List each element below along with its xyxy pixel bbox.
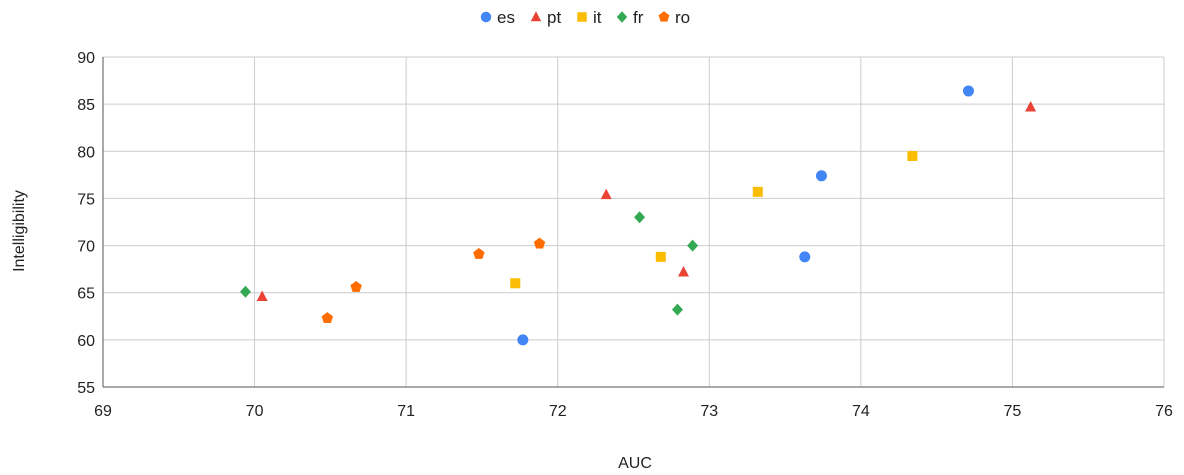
- y-tick-label: 85: [77, 97, 95, 114]
- y-tick-label: 55: [77, 380, 95, 397]
- data-point-it: [510, 278, 521, 289]
- legend-label: pt: [547, 8, 561, 27]
- data-point-es: [517, 334, 529, 346]
- chart-tick-labels: 55 60 65 70 75 80 85 90 69 70 71 72 73 74 75 76: [77, 50, 1173, 420]
- x-axis-title: AUC: [618, 455, 652, 472]
- x-tick-label: 73: [700, 403, 718, 420]
- y-axis-title: Intelligibility: [11, 190, 28, 272]
- triangle-legend-icon: [530, 11, 542, 22]
- legend-label: it: [593, 8, 602, 27]
- data-point-ro: [533, 237, 546, 249]
- legend-item-ro: ro: [658, 8, 690, 27]
- square-legend-icon: [577, 12, 587, 22]
- x-tick-label: 74: [852, 403, 870, 420]
- y-tick-label: 75: [77, 191, 95, 208]
- pentagon-legend-icon: [658, 11, 670, 22]
- legend-item-fr: fr: [616, 8, 644, 27]
- data-point-pt: [678, 265, 690, 277]
- x-tick-label: 70: [246, 403, 264, 420]
- legend-label: ro: [675, 8, 690, 27]
- legend-item-it: it: [577, 8, 602, 27]
- diamond-legend-icon: [616, 11, 628, 23]
- x-tick-label: 75: [1004, 403, 1022, 420]
- data-point-es: [962, 85, 974, 97]
- data-point-fr: [671, 303, 683, 316]
- data-point-it: [655, 251, 666, 262]
- legend-label: es: [497, 8, 515, 27]
- data-point-it: [752, 186, 763, 197]
- chart-legend: es pt it fr ro: [480, 8, 690, 27]
- circle-legend-icon: [480, 11, 492, 23]
- data-point-pt: [256, 290, 268, 301]
- data-point-fr: [634, 211, 646, 224]
- data-point-pt: [1025, 100, 1037, 112]
- legend-label: fr: [633, 8, 644, 27]
- y-tick-label: 90: [77, 50, 95, 67]
- chart-points: [239, 85, 1037, 346]
- data-point-fr: [687, 239, 699, 252]
- chart-axes: [102, 57, 1164, 388]
- data-point-es: [815, 170, 827, 182]
- y-tick-label: 80: [77, 144, 95, 161]
- legend-item-es: es: [480, 8, 515, 27]
- data-point-ro: [350, 281, 362, 292]
- chart-grid: [103, 56, 1165, 387]
- data-point-it: [907, 151, 918, 161]
- data-point-pt: [600, 188, 612, 200]
- x-tick-label: 69: [94, 403, 112, 420]
- data-point-ro: [473, 248, 485, 259]
- legend-item-pt: pt: [530, 8, 561, 27]
- x-tick-label: 72: [549, 403, 567, 420]
- y-tick-label: 60: [77, 333, 95, 350]
- data-point-fr: [239, 285, 251, 298]
- x-tick-label: 76: [1155, 403, 1173, 420]
- x-tick-label: 71: [397, 403, 415, 420]
- data-point-es: [799, 251, 811, 263]
- data-point-ro: [321, 312, 334, 324]
- y-tick-label: 65: [77, 286, 95, 303]
- y-tick-label: 70: [77, 239, 95, 256]
